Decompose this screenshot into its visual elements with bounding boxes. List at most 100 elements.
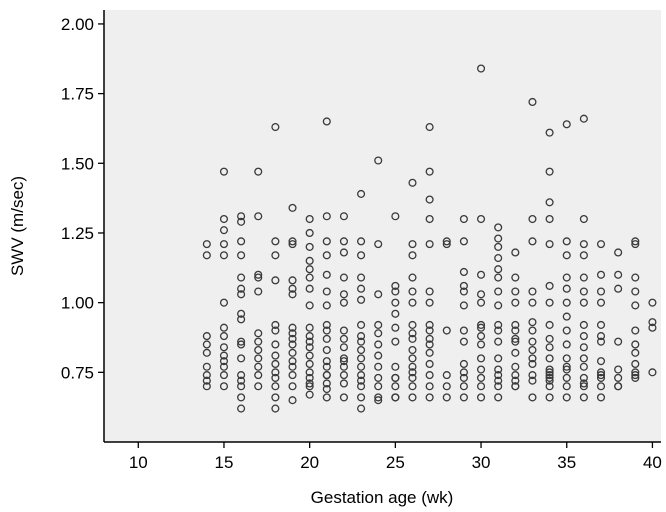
data-point (305, 373, 314, 382)
data-point (408, 240, 417, 249)
data-point (545, 393, 554, 402)
data-point (425, 123, 434, 132)
data-point (357, 404, 366, 413)
data-point (202, 371, 211, 380)
data-point (322, 301, 331, 310)
data-point (357, 354, 366, 363)
data-point (374, 340, 383, 349)
data-point (219, 343, 229, 352)
data-point (254, 382, 263, 391)
data-point (305, 351, 314, 360)
data-point (339, 393, 348, 402)
data-point (579, 362, 588, 371)
data-point (511, 248, 520, 257)
data-point (562, 373, 571, 382)
data-point (562, 362, 571, 371)
data-point (288, 348, 297, 357)
data-point (494, 301, 503, 310)
data-point (494, 223, 503, 232)
data-point (254, 167, 263, 176)
data-point (631, 273, 640, 282)
data-point (528, 354, 537, 363)
data-point (288, 334, 297, 343)
data-point (596, 320, 606, 329)
data-point (408, 382, 417, 391)
data-point (459, 237, 468, 246)
data-point (288, 237, 297, 246)
data-point (511, 334, 520, 343)
data-point (305, 343, 314, 352)
data-point (511, 320, 520, 329)
data-point (476, 393, 486, 402)
data-point (322, 357, 331, 366)
data-point (425, 348, 434, 357)
data-point (648, 368, 657, 377)
data-point (562, 340, 571, 349)
data-point (357, 332, 366, 341)
data-point (254, 337, 263, 346)
data-point (511, 362, 520, 371)
data-point (476, 298, 486, 307)
data-point (476, 323, 486, 332)
data-point (219, 357, 229, 366)
data-point (579, 382, 588, 391)
data-point (237, 404, 246, 413)
data-point (237, 217, 246, 226)
data-point (237, 251, 246, 260)
data-point (339, 334, 348, 343)
data-point (511, 376, 520, 385)
data-point (562, 298, 571, 307)
data-point (579, 393, 588, 402)
data-point (476, 290, 486, 299)
data-point (459, 267, 468, 277)
data-point (528, 359, 537, 369)
data-point (339, 343, 348, 352)
data-point (408, 368, 417, 377)
data-point (202, 240, 211, 249)
data-point (476, 365, 486, 374)
data-point (391, 309, 400, 318)
data-point (237, 393, 246, 402)
data-point (357, 320, 366, 329)
data-point (562, 284, 571, 293)
data-point (357, 371, 366, 380)
data-point (288, 240, 297, 249)
data-point (528, 298, 537, 307)
data-point (425, 334, 434, 343)
data-point (425, 382, 434, 391)
data-point (305, 359, 314, 369)
data-point (374, 396, 383, 405)
data-point (528, 214, 537, 224)
data-point (322, 320, 331, 329)
data-point (476, 373, 486, 382)
x-axis-label: Gestation age (wk) (311, 488, 454, 507)
y-tick-label: 1.75 (61, 85, 94, 104)
data-point (614, 270, 623, 279)
data-point (374, 393, 383, 402)
data-point (494, 242, 503, 251)
data-point (357, 237, 366, 246)
data-point (579, 379, 588, 388)
data-point (322, 379, 331, 388)
data-point (494, 273, 503, 282)
x-tick-label: 30 (472, 453, 491, 472)
data-point (288, 396, 297, 405)
data-point (511, 348, 520, 357)
data-point (374, 320, 383, 329)
data-point (459, 359, 468, 369)
data-point (562, 393, 571, 402)
y-axis-ticks: 0.75 1.00 1.25 1.50 1.75 2.00 (61, 15, 104, 382)
data-point (391, 393, 400, 402)
y-axis-label: SWV (m/sec) (8, 176, 27, 276)
data-point (631, 340, 640, 349)
data-point (374, 156, 383, 165)
data-point (562, 382, 571, 391)
data-point (339, 326, 348, 335)
data-point (494, 234, 503, 243)
data-point (596, 393, 606, 402)
data-point (288, 323, 297, 332)
data-point (579, 240, 588, 249)
data-point (305, 368, 314, 377)
data-point (237, 376, 246, 385)
data-point (442, 237, 451, 246)
